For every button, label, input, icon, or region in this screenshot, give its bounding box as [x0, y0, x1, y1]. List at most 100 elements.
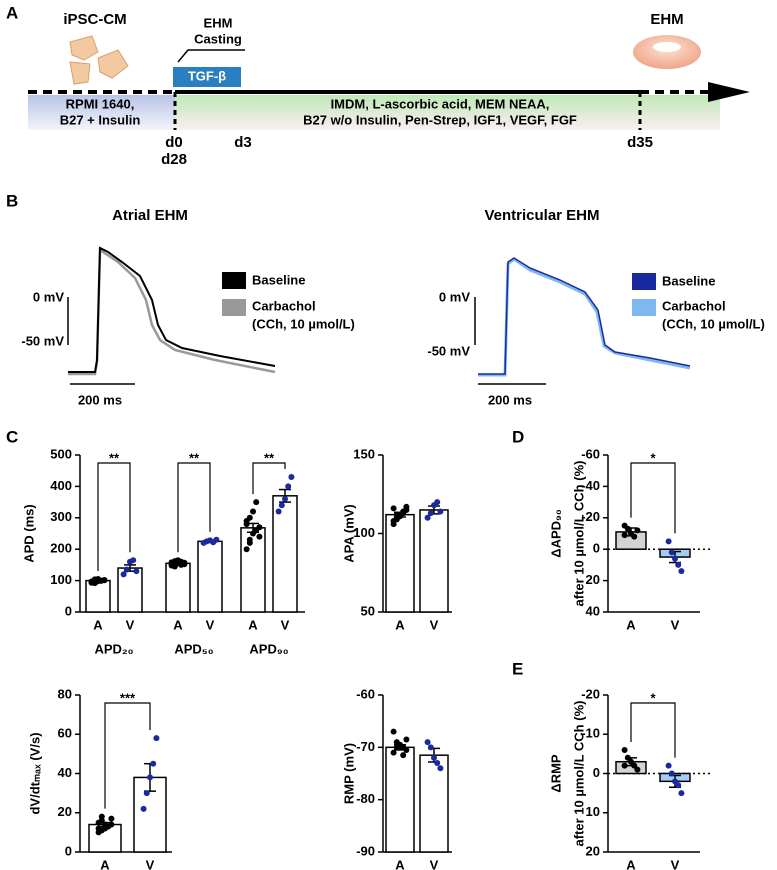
product-title: EHM	[650, 11, 683, 28]
x-tick-label: V	[206, 617, 215, 632]
x-tick-label: V	[146, 857, 155, 870]
timeline-arrow	[708, 82, 750, 102]
y-tick-label: -90	[356, 843, 375, 858]
significance-label: **	[109, 450, 120, 465]
day-label: d28	[161, 151, 187, 168]
data-point	[621, 532, 628, 539]
scale-label: 200 ms	[488, 392, 532, 407]
data-point	[91, 576, 98, 583]
data-point	[95, 825, 102, 832]
x-tick-label: A	[626, 617, 636, 632]
x-tick-label: V	[671, 857, 680, 870]
data-point	[101, 577, 108, 584]
bar	[85, 579, 111, 613]
trace-title: Ventricular EHM	[484, 207, 599, 224]
casting-label: Casting	[194, 31, 242, 46]
bar	[240, 527, 266, 613]
trace-baseline	[68, 246, 276, 373]
data-point	[390, 728, 397, 735]
data-point	[108, 815, 115, 822]
trace-carbachol	[478, 257, 691, 377]
bar	[419, 509, 449, 613]
medium-text: RPMI 1640,	[66, 96, 135, 111]
data-point	[275, 508, 282, 515]
data-point	[393, 511, 400, 518]
data-point	[665, 762, 672, 769]
data-point	[678, 568, 685, 575]
significance-bracket	[630, 702, 676, 758]
legend-swatch	[632, 299, 656, 316]
legend-label: Carbachol	[662, 298, 726, 313]
panel-letter: E	[512, 659, 523, 678]
factor-label: TGF-β	[188, 68, 226, 83]
y-tick-label: -80	[356, 791, 375, 806]
trace-baseline	[478, 257, 691, 375]
y-tick-label: 20	[58, 804, 72, 819]
medium-text: B27 w/o Insulin, Pen-Strep, IGF1, VEGF, …	[303, 112, 577, 127]
data-point	[668, 770, 675, 777]
medium-text: B27 + Insulin	[60, 112, 141, 127]
x-tick-label: A	[626, 857, 636, 870]
y-tick-label: 20	[586, 843, 600, 858]
data-point	[403, 746, 410, 753]
data-point	[390, 749, 397, 756]
y-tick-label: -70	[356, 739, 375, 754]
y-tick-label: 0	[593, 541, 600, 556]
legend-label: (CCh, 10 µmol/L)	[252, 316, 355, 331]
x-tick-label: V	[430, 857, 439, 870]
legend-label: (CCh, 10 µmol/L)	[662, 316, 765, 331]
significance-label: **	[264, 450, 275, 465]
cell-title: iPSC-CM	[63, 11, 126, 28]
data-point	[424, 739, 431, 746]
legend-label: Baseline	[252, 272, 305, 287]
data-point	[181, 559, 188, 566]
y-tick-label: 40	[586, 603, 600, 618]
y-tick-label: 200	[50, 541, 72, 556]
legend-label: Carbachol	[252, 298, 316, 313]
data-point	[98, 813, 105, 820]
y-tick-label: 0	[65, 843, 72, 858]
data-point	[675, 561, 682, 568]
significance-label: *	[650, 450, 656, 465]
data-point	[253, 499, 260, 506]
data-point	[434, 499, 441, 506]
panel-letter: C	[6, 427, 18, 446]
data-point	[133, 568, 140, 575]
x-tick-label: V	[671, 617, 680, 632]
casting-label: EHM	[204, 15, 233, 30]
y-tick-label: 50	[361, 603, 375, 618]
bar	[385, 513, 415, 613]
significance-label: **	[189, 450, 200, 465]
data-point	[675, 782, 682, 789]
group-label: APD₅₀	[174, 641, 213, 656]
y-tick-label: -60	[581, 446, 600, 461]
y-axis-label: ΔAPD₉₀	[548, 509, 563, 558]
group-label: APD₉₀	[249, 641, 288, 656]
y-axis-label: after 10 µmol/L CCh (%)	[571, 701, 586, 847]
bar	[197, 540, 223, 613]
y-tick-label: -10	[581, 726, 600, 741]
data-point	[621, 762, 628, 769]
cell-icons	[69, 35, 129, 85]
data-point	[140, 805, 147, 812]
medium-text: IMDM, L-ascorbic acid, MEM NEAA,	[331, 96, 550, 111]
factor-box	[173, 67, 241, 87]
data-point	[431, 754, 437, 761]
data-point	[403, 736, 410, 743]
data-point	[427, 744, 434, 751]
x-tick-label: A	[100, 857, 110, 870]
y-tick-label: 100	[50, 572, 72, 587]
data-point	[397, 741, 403, 748]
data-point	[434, 760, 441, 767]
data-point	[143, 790, 150, 797]
data-point	[250, 508, 256, 515]
medium-band	[175, 95, 720, 130]
day-label: d35	[627, 134, 653, 151]
panel-letter: B	[6, 191, 18, 210]
x-tick-label: V	[126, 617, 135, 632]
scale-label: -50 mV	[427, 343, 470, 358]
significance-label: ***	[120, 690, 136, 705]
data-point	[437, 765, 444, 772]
y-tick-label: 10	[586, 804, 600, 819]
ehm-ring	[633, 35, 701, 69]
